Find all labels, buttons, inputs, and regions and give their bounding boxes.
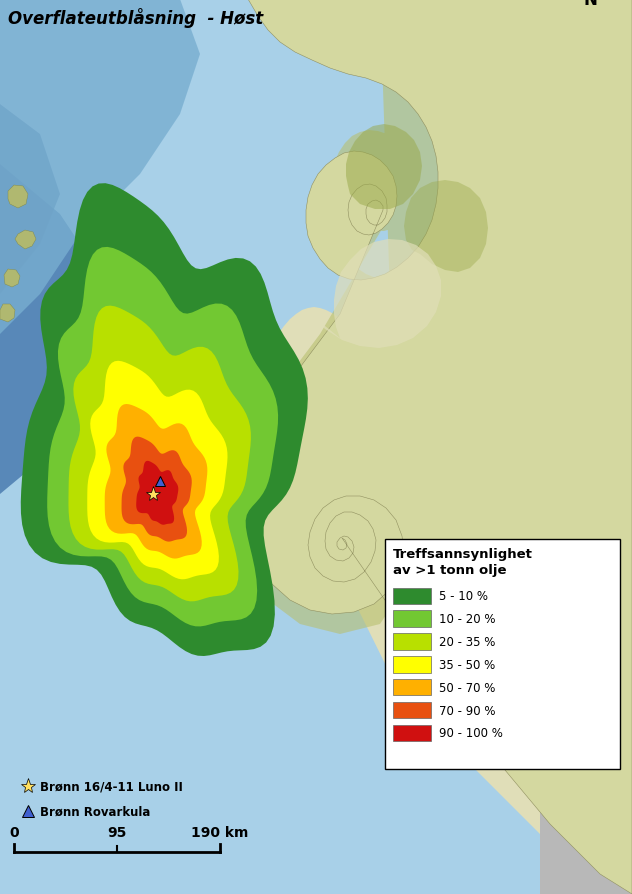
Bar <box>385 539 620 769</box>
Text: Brønn Rovarkula: Brønn Rovarkula <box>40 805 150 818</box>
Polygon shape <box>346 125 422 210</box>
Polygon shape <box>47 248 278 627</box>
Polygon shape <box>15 231 36 249</box>
Polygon shape <box>215 0 632 894</box>
Text: 90 - 100 %: 90 - 100 % <box>439 727 503 739</box>
Text: N: N <box>583 0 597 9</box>
Bar <box>393 702 431 719</box>
Text: Brønn 16/4-11 Luno II: Brønn 16/4-11 Luno II <box>40 780 183 793</box>
Polygon shape <box>68 307 251 602</box>
Polygon shape <box>8 186 28 209</box>
Text: 190 km: 190 km <box>191 825 248 839</box>
Bar <box>393 611 431 628</box>
Polygon shape <box>242 0 632 894</box>
Text: Treffsannsynlighet
av >1 tonn olje: Treffsannsynlighet av >1 tonn olje <box>393 547 533 577</box>
Polygon shape <box>0 0 60 295</box>
Polygon shape <box>220 0 460 634</box>
Bar <box>393 588 431 604</box>
Polygon shape <box>0 305 15 323</box>
Text: 20 - 35 %: 20 - 35 % <box>439 636 495 648</box>
Polygon shape <box>87 361 228 579</box>
Polygon shape <box>137 461 178 525</box>
Polygon shape <box>4 270 20 288</box>
Polygon shape <box>121 437 191 542</box>
Text: 35 - 50 %: 35 - 50 % <box>439 658 495 671</box>
Bar <box>393 656 431 673</box>
Bar <box>393 679 431 696</box>
Polygon shape <box>370 0 632 405</box>
Polygon shape <box>310 240 441 349</box>
Polygon shape <box>404 181 488 273</box>
Polygon shape <box>0 0 120 494</box>
Text: 10 - 20 %: 10 - 20 % <box>439 612 495 626</box>
Bar <box>393 634 431 650</box>
Text: Overflateutblåsning  - Høst: Overflateutblåsning - Høst <box>8 8 264 28</box>
Polygon shape <box>21 184 308 656</box>
Text: 5 - 10 %: 5 - 10 % <box>439 590 488 603</box>
Polygon shape <box>0 0 200 334</box>
Text: 0: 0 <box>9 825 19 839</box>
Text: 50 - 70 %: 50 - 70 % <box>439 681 495 694</box>
Polygon shape <box>540 595 632 894</box>
Text: 95: 95 <box>107 825 126 839</box>
Text: 70 - 90 %: 70 - 90 % <box>439 704 495 717</box>
Bar <box>393 725 431 741</box>
Polygon shape <box>105 404 207 559</box>
